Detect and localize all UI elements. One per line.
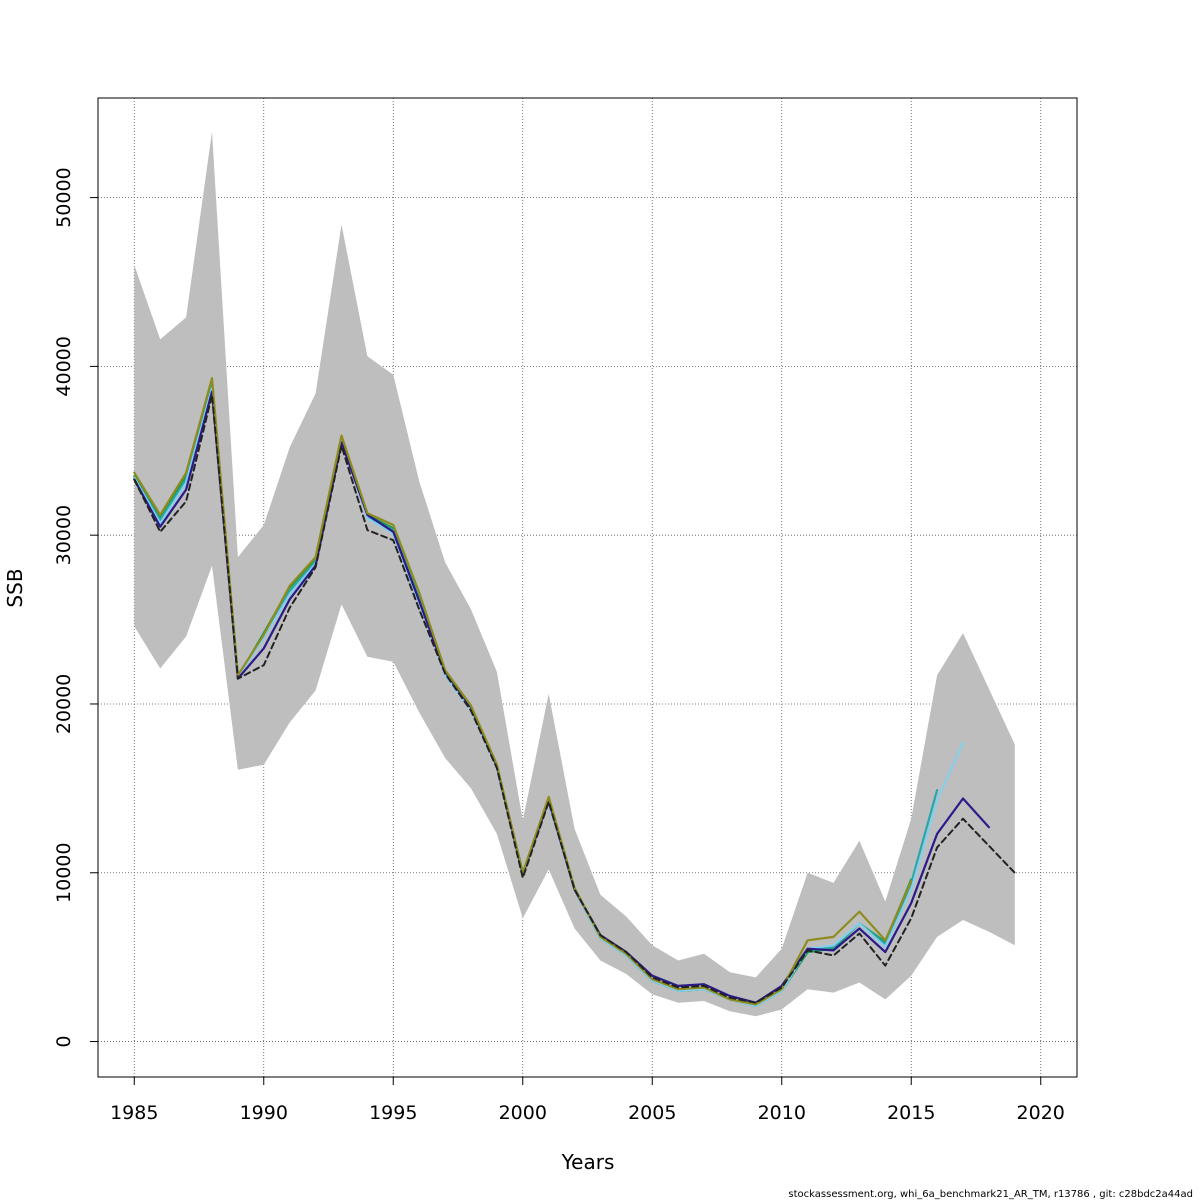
- y-tick-label: 20000: [53, 674, 75, 734]
- y-axis: 0 10000 20000 30000 40000 50000: [53, 167, 98, 1048]
- x-axis-label: Years: [561, 1150, 615, 1174]
- series-line-5: [133, 377, 913, 1006]
- x-tick-label: 2000: [499, 1102, 547, 1124]
- y-tick-label: 0: [53, 1036, 75, 1048]
- x-tick-label: 1990: [240, 1102, 288, 1124]
- x-tick-label: 2020: [1017, 1102, 1065, 1124]
- y-tick-label: 30000: [53, 505, 75, 565]
- x-tick-label: 1985: [110, 1102, 158, 1124]
- series-lines: [133, 377, 1016, 1008]
- confidence-band: [134, 131, 1015, 1017]
- confidence-band-area: [134, 131, 1015, 1017]
- x-tick-label: 2010: [758, 1102, 806, 1124]
- y-tick-label: 10000: [53, 843, 75, 903]
- plot-frame: [97, 97, 1078, 1078]
- x-axis: 1985 1990 1995 2000 2005 2010 2015 2020: [110, 1077, 1065, 1124]
- y-tick-label: 50000: [53, 167, 75, 227]
- x-tick-label: 1995: [369, 1102, 417, 1124]
- y-tick-label: 40000: [53, 336, 75, 396]
- series-line-6: [133, 394, 1016, 1004]
- footer-note: stockassessment.org, whi_6a_benchmark21_…: [788, 1189, 1193, 1200]
- x-tick-label: 2005: [628, 1102, 676, 1124]
- x-tick-label: 2015: [887, 1102, 935, 1124]
- y-axis-label: SSB: [3, 568, 27, 607]
